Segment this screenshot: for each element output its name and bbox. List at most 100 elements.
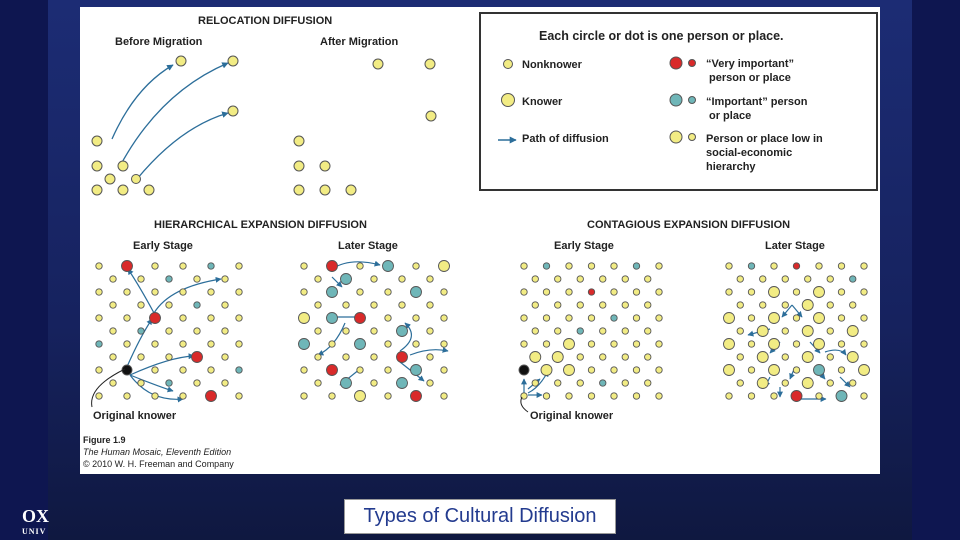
person-dot <box>837 288 846 296</box>
person-dot <box>191 351 203 363</box>
person-dot <box>109 379 117 387</box>
person-dot <box>747 288 756 296</box>
person-dot <box>326 312 338 324</box>
diffusion-path-arrow <box>125 318 153 370</box>
person-dot <box>576 379 584 387</box>
legend-path-label: Path of diffusion <box>522 133 609 145</box>
person-dot <box>121 260 133 272</box>
person-dot <box>621 353 629 361</box>
person-dot <box>725 288 733 296</box>
person-dot <box>849 379 857 387</box>
person-dot <box>736 301 744 309</box>
legend-nonknower: Nonknower <box>503 59 583 71</box>
person-dot <box>398 275 406 283</box>
legend-very-important-line2: person or place <box>709 72 791 84</box>
relocation-title: RELOCATION DIFFUSION <box>198 15 332 27</box>
person-dot <box>826 275 834 283</box>
person-dot <box>860 392 868 400</box>
person-dot <box>723 364 735 376</box>
person-dot <box>644 353 652 361</box>
person-dot <box>849 301 857 309</box>
person-dot <box>644 379 652 387</box>
person-dot <box>95 314 103 322</box>
hierarchical-original-pointer <box>91 368 126 408</box>
person-dot <box>95 288 103 296</box>
person-dot <box>179 340 187 348</box>
person-dot <box>860 340 868 348</box>
person-dot <box>326 260 338 272</box>
university-logo: OX UNIV <box>22 507 49 540</box>
person-dot <box>554 275 562 283</box>
person-dot <box>813 364 825 376</box>
person-dot <box>370 379 378 387</box>
person-dot <box>781 301 789 309</box>
person-dot <box>632 392 641 400</box>
person-dot <box>565 262 573 270</box>
person-dot <box>179 314 187 322</box>
diffusion-figure: RELOCATION DIFFUSION Before Migration Af… <box>80 7 880 474</box>
person-dot <box>531 379 539 387</box>
person-dot <box>655 262 663 270</box>
person-dot <box>426 301 434 309</box>
person-dot <box>426 353 434 361</box>
legend-important-line2: or place <box>709 110 751 122</box>
person-dot <box>655 340 663 348</box>
person-dot <box>801 377 814 389</box>
person-dot <box>95 262 103 270</box>
person-dot <box>747 314 756 322</box>
person-dot <box>438 260 450 272</box>
person-dot <box>826 353 834 361</box>
person-dot <box>792 314 801 322</box>
person-dot <box>440 314 448 322</box>
diffusion-path-arrow <box>153 276 222 314</box>
person-dot <box>396 351 408 363</box>
person-dot <box>756 377 769 389</box>
person-dot <box>736 353 744 361</box>
person-dot <box>123 340 131 348</box>
person-dot <box>370 301 378 309</box>
person-dot <box>759 301 767 309</box>
person-dot <box>781 379 789 387</box>
person-dot <box>95 340 103 348</box>
person-dot <box>207 340 215 348</box>
person-dot <box>736 327 744 335</box>
person-dot <box>356 262 364 270</box>
person-dot <box>165 327 173 335</box>
person-dot <box>235 366 243 374</box>
legend-knower-label: Knower <box>522 96 563 108</box>
person-dot <box>314 379 322 387</box>
person-dot <box>370 353 378 361</box>
relocation-after-label: After Migration <box>320 36 399 48</box>
person-dot <box>109 301 117 309</box>
person-dot <box>792 340 801 348</box>
person-dot <box>837 366 846 374</box>
person-dot <box>542 314 551 322</box>
person-dot <box>554 379 562 387</box>
person-dot <box>621 327 629 335</box>
person-dot <box>815 262 823 270</box>
person-dot <box>109 327 117 335</box>
person-dot <box>95 392 103 400</box>
legend-knower: Knower <box>501 93 563 108</box>
person-dot <box>179 262 187 270</box>
person-dot <box>801 351 814 363</box>
person-dot <box>123 288 131 296</box>
person-dot <box>768 338 780 350</box>
person-dot <box>610 262 618 270</box>
person-dot <box>576 353 584 361</box>
logo-subtext: UNIV <box>22 527 47 536</box>
person-dot <box>801 325 814 337</box>
diffusion-path-arrow <box>129 374 174 393</box>
person-dot <box>137 275 145 283</box>
relocation-before-label: Before Migration <box>115 36 203 48</box>
person-dot <box>565 288 573 296</box>
person-dot <box>151 288 159 296</box>
person-dot <box>398 301 406 309</box>
person-dot <box>599 379 607 387</box>
person-dot <box>396 325 408 337</box>
person-dot <box>370 327 378 335</box>
person-dot <box>235 288 243 296</box>
person-dot <box>440 366 448 374</box>
person-dot <box>826 379 834 387</box>
person-dot <box>298 338 310 350</box>
